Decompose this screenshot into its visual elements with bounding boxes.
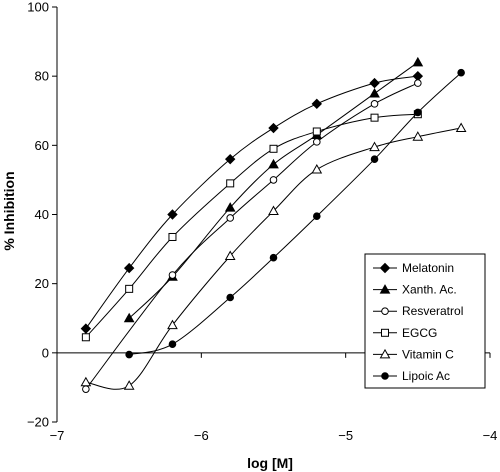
legend-marker	[379, 284, 391, 294]
legend-marker	[379, 262, 391, 274]
x-tick-label: −4	[483, 428, 498, 443]
data-point	[80, 323, 92, 334]
y-tick-label: 100	[27, 0, 49, 15]
y-tick-label: 60	[35, 138, 49, 153]
data-point	[412, 131, 424, 141]
y-axis-title: % Inhibition	[1, 171, 17, 250]
data-point	[168, 271, 177, 279]
data-point	[226, 293, 234, 302]
data-point	[312, 127, 321, 136]
y-tick-label: −20	[27, 415, 49, 430]
data-point	[82, 385, 90, 393]
data-point	[268, 122, 279, 134]
data-point	[370, 155, 379, 163]
y-tick-label: 40	[35, 207, 49, 222]
data-point	[123, 380, 135, 390]
data-point	[311, 164, 323, 174]
x-tick-label: −5	[338, 428, 353, 443]
data-point	[457, 68, 465, 77]
data-point	[414, 79, 422, 87]
legend: Melatonin Xanth. Ac. Resveratrol EGCG Vitami…	[364, 253, 486, 389]
series-4	[80, 122, 467, 390]
data-point	[226, 179, 235, 188]
data-point	[369, 87, 380, 98]
data-point	[81, 333, 90, 342]
data-point	[167, 319, 178, 330]
legend-entry: Melatonin	[402, 261, 454, 275]
data-point	[123, 262, 135, 274]
data-point	[313, 212, 321, 221]
data-point	[125, 284, 134, 293]
x-tick-label: −6	[194, 428, 209, 443]
series-5	[125, 68, 465, 359]
y-tick-label: 0	[42, 345, 49, 360]
data-point	[269, 253, 278, 262]
data-point	[370, 113, 379, 122]
data-point	[268, 158, 279, 169]
data-point	[313, 138, 321, 146]
series-3	[81, 110, 422, 342]
data-point	[123, 312, 135, 323]
data-point	[370, 100, 379, 108]
series-2	[82, 79, 422, 393]
data-point	[414, 108, 422, 117]
data-point	[125, 350, 133, 359]
legend-marker	[379, 348, 391, 359]
x-axis-title: log [M]	[247, 455, 293, 471]
data-point	[168, 340, 177, 348]
legend-marker	[381, 307, 389, 316]
legend-marker	[381, 372, 389, 380]
data-point	[226, 214, 234, 222]
axes: −20 0 20 40 60 80 100 −7 −6 −5 −4	[27, 0, 497, 443]
legend-marker	[381, 328, 389, 337]
data-point	[455, 122, 467, 133]
data-point	[268, 205, 279, 216]
data-point	[369, 141, 380, 152]
data-point	[412, 56, 424, 67]
data-point	[369, 77, 380, 89]
series-line	[129, 72, 462, 356]
data-point	[224, 202, 236, 212]
data-point	[80, 376, 92, 387]
data-point	[224, 250, 236, 260]
data-point	[224, 153, 236, 165]
legend-entry: Lipoic Ac	[402, 369, 450, 383]
data-point	[269, 144, 278, 153]
data-point	[269, 176, 278, 184]
data-point	[168, 232, 177, 241]
y-tick-label: 20	[35, 276, 49, 291]
legend-entry: Resveratrol	[402, 304, 463, 318]
series-layer	[80, 56, 467, 393]
legend-entry: Xanth. Ac.	[402, 283, 457, 297]
legend-entry: Vitamin C	[402, 347, 454, 361]
x-tick-label: −7	[50, 428, 65, 443]
data-point	[167, 209, 178, 220]
data-point	[311, 98, 323, 110]
y-tick-label: 80	[35, 69, 49, 84]
legend-box	[364, 253, 486, 389]
legend-entry: EGCG	[402, 326, 437, 340]
